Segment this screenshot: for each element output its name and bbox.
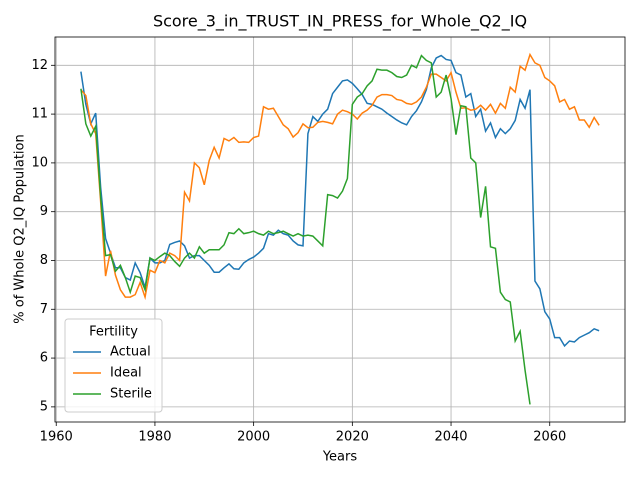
legend-label: Ideal bbox=[110, 366, 142, 381]
y-tick-label: 8 bbox=[40, 253, 48, 268]
y-tick-label: 9 bbox=[40, 204, 48, 219]
series-line bbox=[80, 52, 600, 301]
x-axis-label: Years bbox=[322, 450, 358, 465]
x-tick-label: 2040 bbox=[434, 430, 467, 445]
x-tick-label: 1960 bbox=[40, 430, 73, 445]
y-tick-label: 7 bbox=[40, 302, 48, 317]
x-tick-label: 2060 bbox=[533, 430, 566, 445]
legend: Fertility Actual Ideal Sterile bbox=[64, 318, 163, 413]
legend-label: Sterile bbox=[110, 387, 152, 402]
y-tick-label: 6 bbox=[40, 351, 48, 366]
series-line bbox=[80, 54, 600, 348]
x-tick-label: 2000 bbox=[237, 430, 270, 445]
series-line bbox=[80, 54, 531, 405]
y-axis-label: % of Whole Q2_IQ Population bbox=[13, 134, 28, 323]
legend-box bbox=[64, 318, 163, 413]
chart-title: Score_3_in_TRUST_IN_PRESS_for_Whole_Q2_I… bbox=[153, 12, 527, 32]
y-tick-label: 10 bbox=[31, 155, 48, 170]
plot-frame bbox=[54, 36, 626, 423]
legend-label: Actual bbox=[110, 345, 151, 360]
y-tick-label: 11 bbox=[31, 107, 48, 122]
y-tick-label: 5 bbox=[40, 399, 48, 414]
x-tick-label: 2020 bbox=[336, 430, 369, 445]
y-tick-label: 12 bbox=[31, 58, 48, 73]
legend-title: Fertility bbox=[89, 325, 138, 340]
x-tick-label: 1980 bbox=[138, 430, 171, 445]
